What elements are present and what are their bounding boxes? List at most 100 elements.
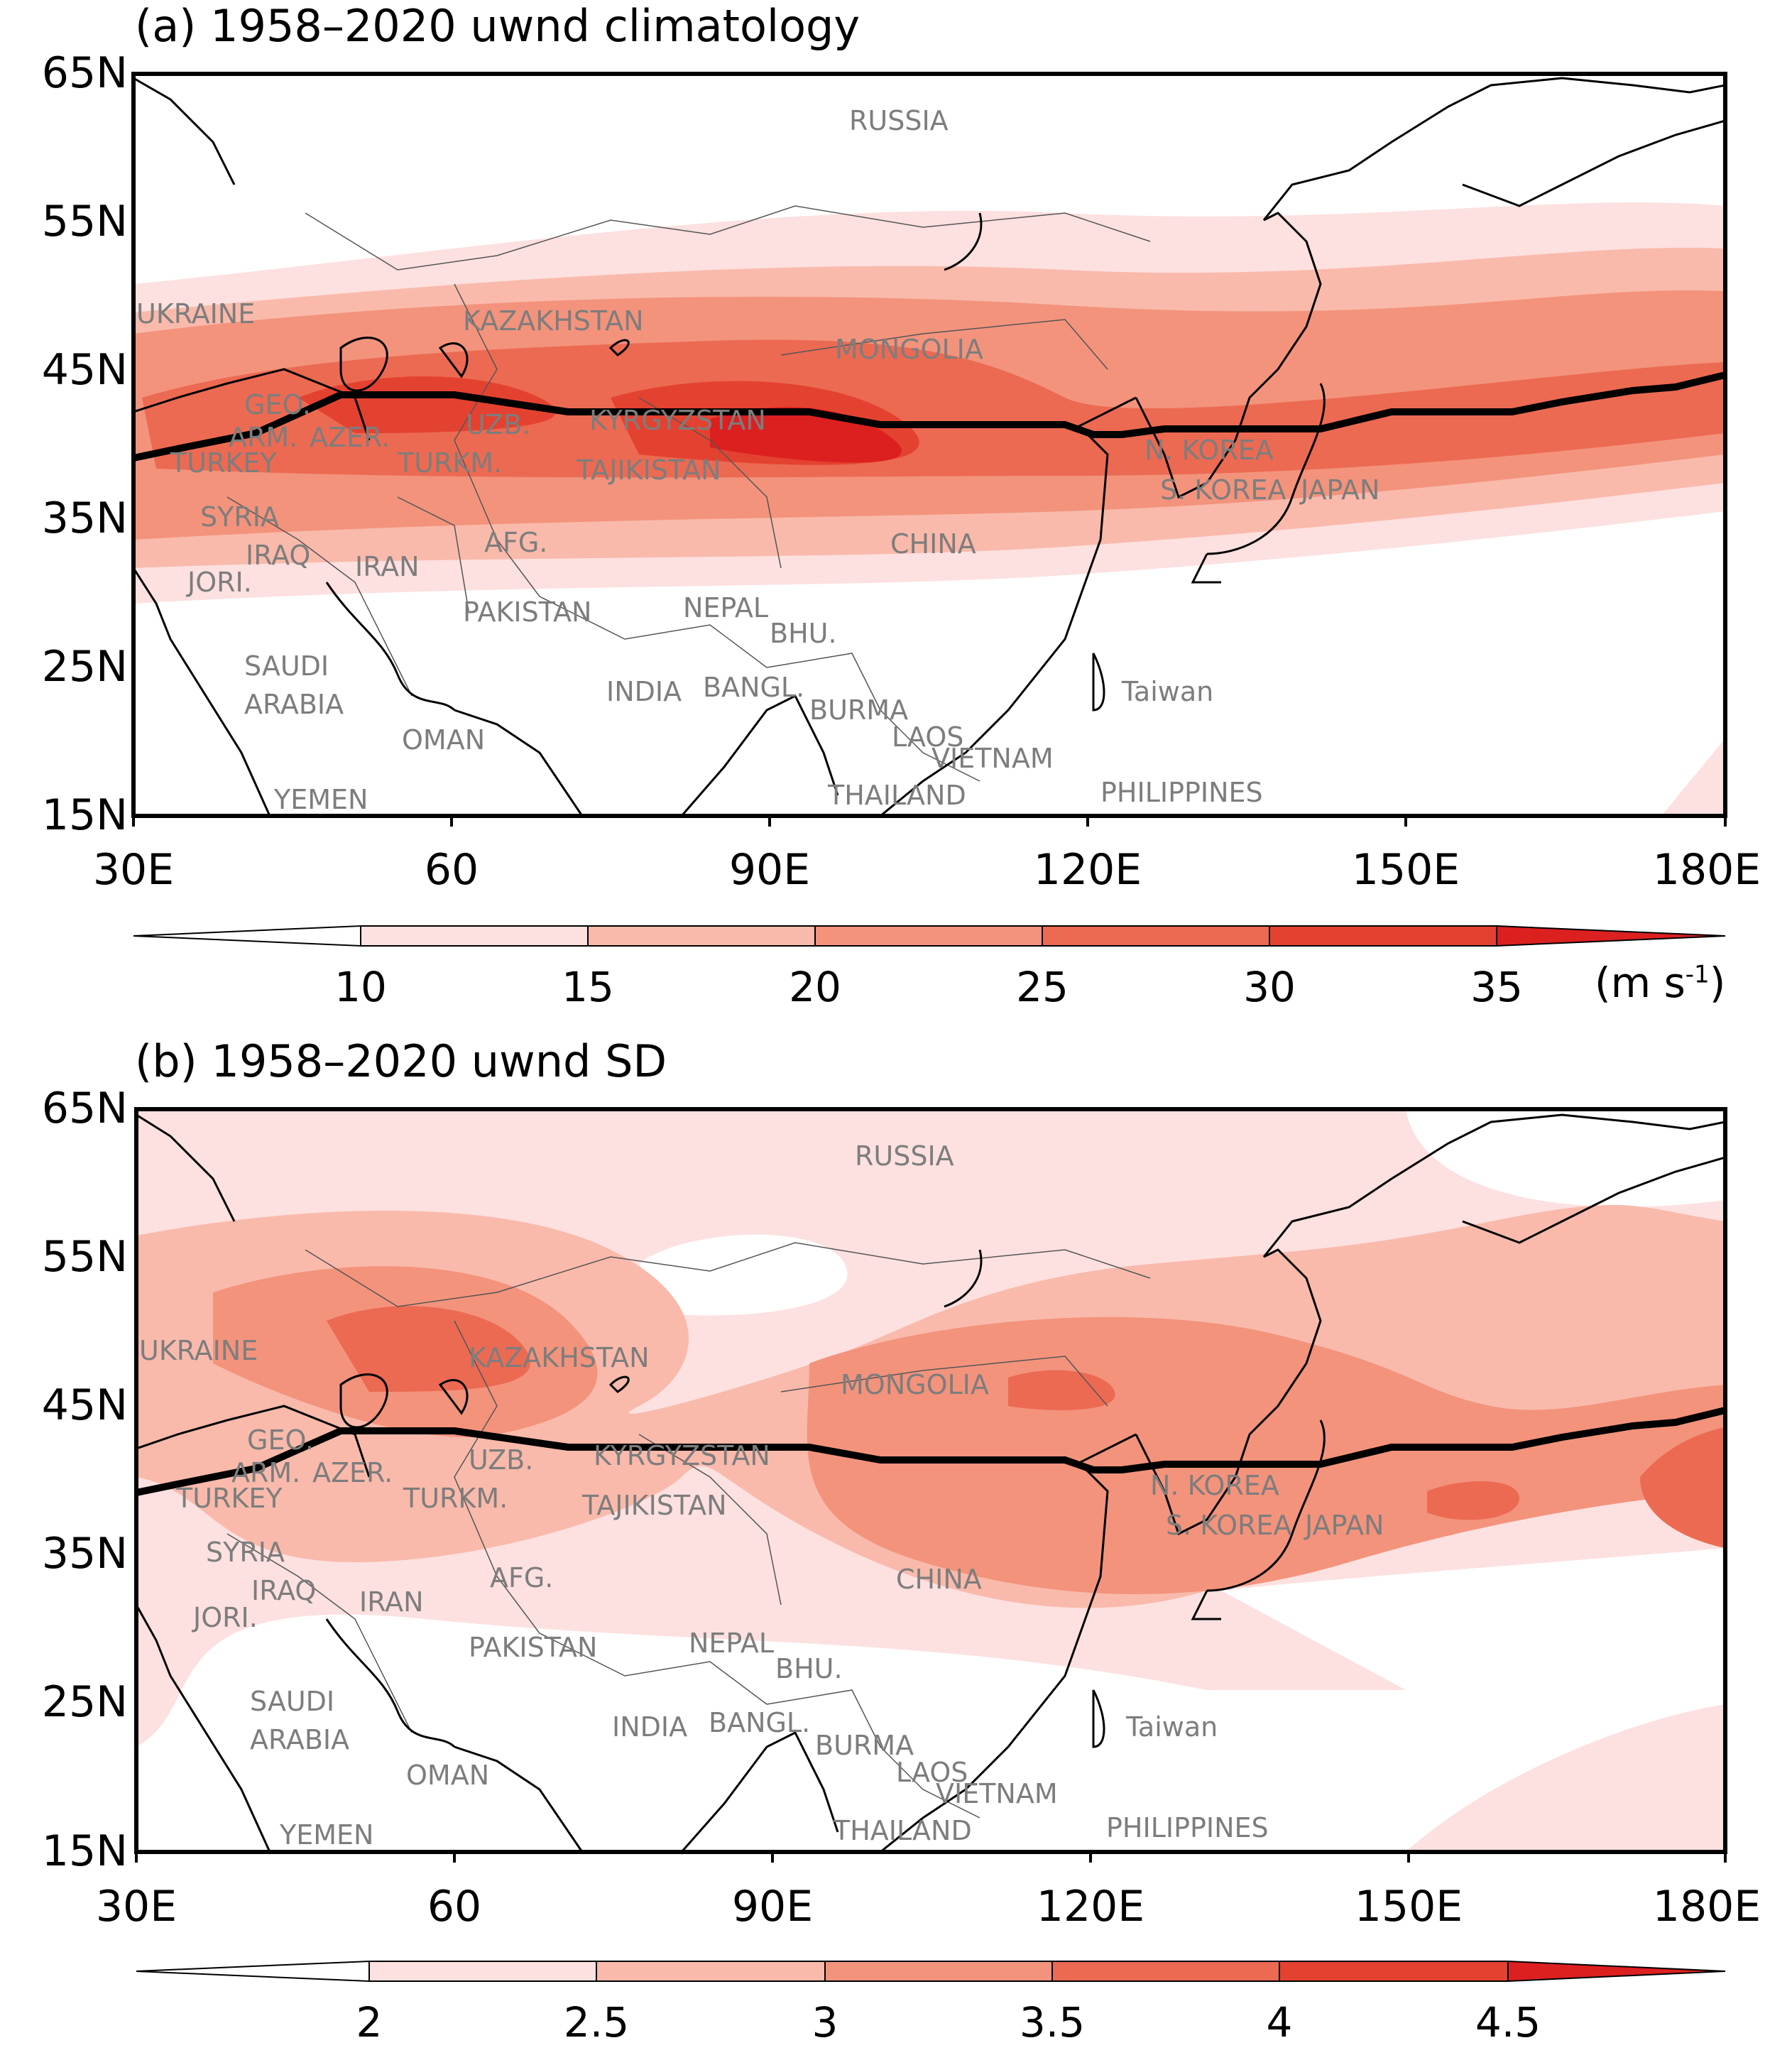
panel-a-colorbar: [133, 925, 1726, 947]
country-label: TURKM.: [398, 447, 503, 479]
country-label: JORI.: [193, 1602, 258, 1633]
country-label: SAUDI: [250, 1686, 335, 1717]
country-label: BANGL.: [709, 1707, 811, 1738]
country-label: JAPAN: [1301, 474, 1380, 506]
contour-25: [142, 339, 1725, 478]
country-label: N. KOREA: [1150, 1470, 1279, 1501]
country-label: INDIA: [612, 1711, 688, 1743]
country-label: BANGL.: [703, 672, 805, 703]
country-label: TURKEY: [170, 447, 277, 479]
contour-35b: [1008, 1370, 1115, 1410]
colorbar-a-label: 30: [1243, 963, 1296, 1011]
country-label: UZB.: [466, 409, 531, 440]
country-label: YEMEN: [280, 1819, 374, 1851]
lat-label: 45N: [41, 1380, 128, 1430]
contour-2-blank: [639, 1234, 848, 1316]
colorbar-b-label: 4.5: [1475, 1998, 1541, 2047]
lat-label: 25N: [41, 1677, 128, 1727]
country-label: SAUDI: [244, 650, 329, 682]
colorbar-b-label: 2.5: [563, 1998, 630, 2047]
contour-2-blank2: [1221, 1548, 1725, 1690]
country-label: IRAN: [359, 1586, 424, 1618]
country-label: Taiwan: [1126, 1711, 1218, 1743]
colorbar-a-label: 10: [334, 963, 387, 1011]
country-label: JAPAN: [1305, 1510, 1384, 1541]
country-label: RUSSIA: [849, 105, 949, 136]
country-label: S. KOREA: [1160, 474, 1286, 506]
lon-label: 60: [424, 845, 479, 895]
lon-label: 150E: [1351, 845, 1460, 895]
lon-label: 30E: [95, 1882, 177, 1931]
country-label: THAILAND: [828, 780, 966, 811]
country-label: KYRGYZSTAN: [589, 405, 766, 436]
country-label: N. KOREA: [1144, 435, 1274, 466]
country-label: IRAQ: [246, 540, 311, 571]
country-label: GEO.: [244, 389, 311, 420]
panel-b-colorbar: [136, 1960, 1726, 1983]
country-label: JORI.: [187, 567, 252, 598]
country-label: LAOS: [892, 721, 964, 753]
lon-label: 90E: [731, 1882, 814, 1931]
country-label: ARM.: [231, 1457, 301, 1488]
country-label: INDIA: [606, 676, 682, 707]
country-label: OMAN: [402, 724, 486, 756]
lon-label: 90E: [728, 845, 811, 895]
contour-2-se: [1406, 1704, 1725, 1852]
panel-a-map: [131, 72, 1727, 947]
country-label: ARM.: [229, 422, 298, 453]
country-label: AZER.: [310, 422, 390, 453]
country-label: BHU.: [775, 1653, 843, 1684]
country-label: VIETNAM: [931, 743, 1054, 774]
lon-label: 120E: [1033, 845, 1142, 895]
lon-label: 30E: [92, 845, 175, 895]
lat-label: 15N: [41, 790, 128, 840]
colorbar-b-label: 4: [1266, 1998, 1293, 2047]
country-label: AZER.: [312, 1457, 393, 1488]
country-label: UKRAINE: [136, 298, 256, 329]
country-label: IRAN: [355, 551, 420, 582]
country-label: CHINA: [890, 528, 976, 560]
panel-b-coastlines: [136, 1113, 1725, 1852]
country-label: YEMEN: [274, 784, 368, 815]
country-label: S. KOREA: [1166, 1510, 1292, 1541]
country-label: ARABIA: [244, 689, 344, 720]
country-label: RUSSIA: [855, 1140, 954, 1172]
panel-a-borders: [226, 205, 1151, 782]
lat-label: 25N: [41, 642, 128, 692]
country-label: KAZAKHSTAN: [463, 305, 644, 337]
country-label: ARABIA: [250, 1724, 350, 1755]
country-label: TURKM.: [403, 1483, 508, 1514]
country-label: VIETNAM: [936, 1778, 1058, 1809]
panel-b-title: (b) 1958–2020 uwnd SD: [135, 1035, 667, 1087]
country-label: TAJIKISTAN: [577, 454, 721, 486]
contour-10-se: [1661, 739, 1725, 816]
lat-label: 55N: [41, 197, 128, 246]
lat-label: 65N: [41, 1084, 128, 1133]
country-label: NEPAL: [689, 1628, 775, 1659]
country-label: PAKISTAN: [463, 596, 592, 628]
country-label: BURMA: [815, 1730, 914, 1761]
panel-a-ticks: [132, 816, 1727, 827]
lon-label: 180E: [1652, 1882, 1761, 1931]
lat-label: 55N: [41, 1232, 128, 1282]
country-label: GEO.: [247, 1424, 314, 1456]
country-label: MONGOLIA: [835, 334, 983, 365]
country-label: LAOS: [896, 1757, 968, 1788]
country-label: UKRAINE: [139, 1335, 258, 1366]
lat-label: 65N: [41, 48, 128, 98]
country-label: KAZAKHSTAN: [469, 1342, 650, 1373]
country-label: TURKEY: [176, 1483, 283, 1514]
country-label: BURMA: [809, 694, 909, 726]
country-label: THAILAND: [834, 1815, 972, 1846]
colorbar-a-label: 35: [1470, 963, 1523, 1011]
country-label: CHINA: [896, 1564, 982, 1595]
country-label: KYRGYZSTAN: [594, 1440, 770, 1471]
country-label: PAKISTAN: [469, 1632, 598, 1663]
colorbar-b-label: 2: [356, 1998, 383, 2047]
country-label: BHU.: [770, 618, 837, 649]
colorbar-b-label: 3.5: [1019, 1998, 1086, 2047]
colorbar-a-label: 25: [1016, 963, 1069, 1011]
country-label: AFG.: [490, 1562, 554, 1593]
panel-a-coastlines: [133, 77, 1725, 816]
